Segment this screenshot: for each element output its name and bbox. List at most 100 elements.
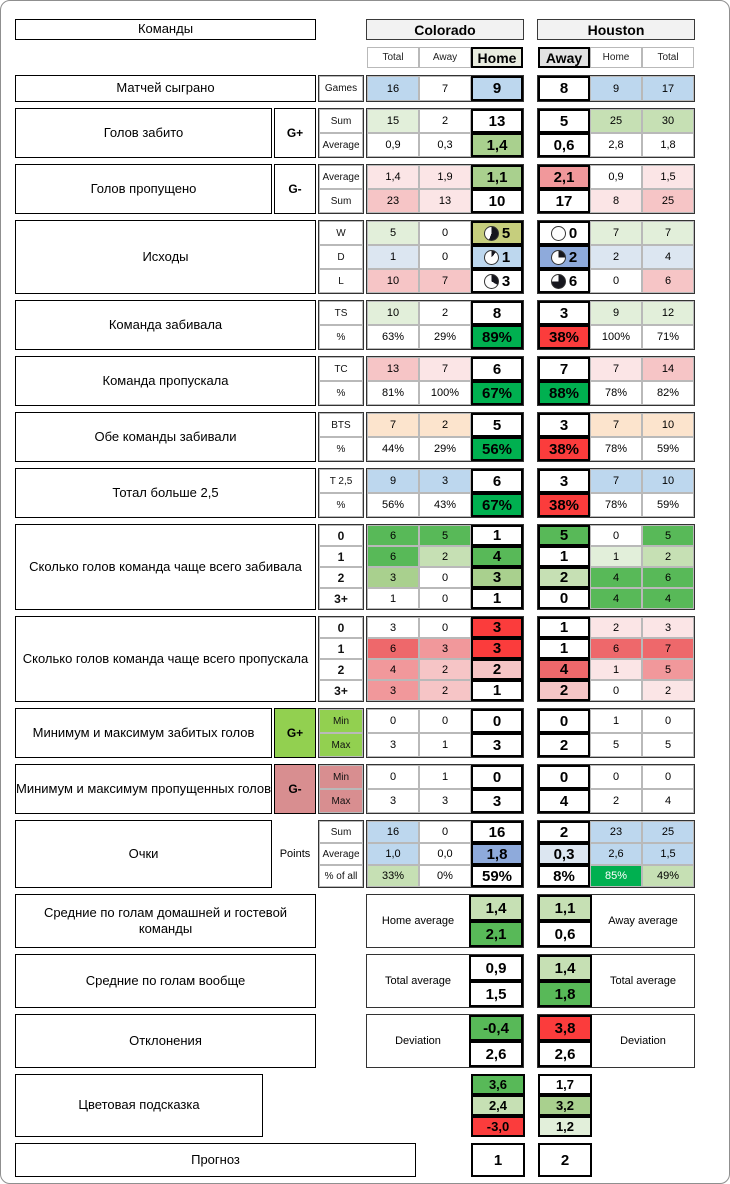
stat-cell: 3 [538, 301, 590, 325]
stat-value: 78% [604, 499, 628, 511]
stat-cell: 4 [538, 789, 590, 813]
stat-value: 7 [441, 363, 449, 375]
stat-value: 1,0 [385, 848, 401, 860]
section-label-text: Команда пропускала [102, 372, 229, 388]
row-label: % [319, 325, 363, 349]
row-label: BTS [319, 413, 363, 437]
stat-value: 2,6 [554, 1045, 576, 1063]
stat-cell: 12 [642, 301, 694, 325]
stat-value: 0 [559, 590, 569, 607]
stat-value: 15 [386, 115, 400, 127]
colorado-cells: 0 1 0 3 3 3 [366, 764, 524, 814]
stat-value: 0 [441, 571, 449, 584]
houston-cells: 5 0 5 1 1 2 2 4 6 0 4 4 [537, 524, 695, 610]
stat-cell: 59% [471, 865, 523, 887]
stat-value: 2 [612, 795, 620, 807]
section-label-text: Исходы [142, 248, 189, 264]
stat-cell: 49% [642, 865, 694, 887]
stat-cell: 3 [367, 617, 419, 638]
stat-value: 1,5 [660, 848, 676, 860]
stat-cell: 1 [590, 659, 642, 680]
row-label: Sum [319, 821, 363, 843]
stat-value: 6 [389, 550, 397, 563]
colorado-cells: 16 0 16 1,0 0,0 1,8 33% 0% 59% [366, 820, 524, 888]
stat-cell: 100% [419, 381, 471, 405]
houston-column-headers: Away Home Total [537, 46, 695, 69]
average-label: Home average [367, 895, 469, 947]
stat-cell: 7 [590, 357, 642, 381]
average-cell: 1,5 [469, 981, 523, 1007]
stat-cell: 2 [419, 301, 471, 325]
stat-cell: 3 [471, 567, 523, 588]
stat-value: 25 [609, 115, 623, 127]
stat-value: 1,2 [555, 1119, 575, 1134]
houston-cells: 2,1 0,9 1,5 17 8 25 [537, 164, 695, 214]
stat-value: 3 [441, 642, 449, 655]
stat-value: 3 [664, 621, 672, 634]
average-section: Средние по голам домашней и гостевой ком… [15, 894, 729, 948]
houston-cells: 1 2 3 1 6 7 4 1 5 2 0 2 [537, 616, 695, 702]
stat-cell: 2 [642, 680, 694, 701]
row-label: Max [319, 789, 363, 813]
stat-cell: 17 [642, 76, 694, 101]
row-label: Min [319, 765, 363, 789]
section-label: Исходы [15, 220, 316, 294]
stat-value: 43% [433, 499, 457, 511]
stat-cell: 2 [590, 617, 642, 638]
stat-value: 1 [441, 739, 449, 751]
section-label-text: Очки [128, 845, 159, 861]
row-label: T 2,5 [319, 469, 363, 493]
stat-cell: 2,8 [590, 133, 642, 157]
stat-cell: 63% [367, 325, 419, 349]
stat-cell: 33% [367, 865, 419, 887]
houston-average-box: 1,1 0,6 Away average [537, 894, 695, 948]
stat-cell: 4 [590, 567, 642, 588]
stat-cell: 0,6 [538, 133, 590, 157]
result-pie-icon [483, 249, 499, 265]
stat-value: 2,6 [608, 848, 624, 860]
tag-label: G+ [274, 108, 316, 158]
row-label: Average [319, 133, 363, 157]
stat-cell: 7 [642, 638, 694, 659]
stat-cell: 89% [471, 325, 523, 349]
stat-cell: 3 [471, 733, 523, 757]
stat-value: 1,4 [385, 171, 401, 183]
average-cell: 1,4 [469, 895, 523, 921]
stat-cell: 5 [642, 525, 694, 546]
row-labels: Min Max [318, 708, 364, 758]
stat-value: 3 [389, 795, 397, 807]
stat-cell: 38% [538, 437, 590, 461]
stat-value: 7 [389, 419, 397, 431]
row-labels: 0 1 2 3+ [318, 524, 364, 610]
column-header-total: Total [367, 47, 419, 68]
colorado-average-values: 1,4 2,1 [469, 895, 523, 947]
row-labels: Games [318, 75, 364, 102]
stat-section: Голов забито G+ Sum Average 15 2 13 0,9 0,3 1,4 5 2… [15, 108, 729, 158]
stat-value: 71% [656, 331, 680, 343]
stat-cell: 23 [367, 189, 419, 213]
stat-cell: 6 [367, 546, 419, 567]
stat-cell: 78% [590, 493, 642, 517]
stat-cell: 5 [590, 733, 642, 757]
stat-value: 4 [559, 792, 569, 810]
colorado-cells: 9 3 6 56% 43% 67% [366, 468, 524, 518]
section-label: Минимум и максимум пропущенных голов [15, 764, 272, 814]
stat-value: 25 [661, 195, 675, 207]
colorado-cells: 5 0 5 1 0 1 10 7 3 [366, 220, 524, 294]
stat-cell: 1,8 [471, 843, 523, 865]
stat-value: 0 [664, 715, 672, 727]
stat-value: 1,4 [486, 136, 508, 154]
stat-value: 2 [664, 550, 672, 563]
stat-value: 3 [559, 416, 569, 434]
stat-cell: 1 [419, 765, 471, 789]
stat-value: 1 [559, 548, 569, 565]
stat-cell: 10 [367, 269, 419, 293]
colorado-cells: 0 0 0 3 1 3 [366, 708, 524, 758]
stat-cell: 2 [538, 245, 590, 269]
stat-value: 3 [441, 795, 449, 807]
stat-cell: 5 [367, 221, 419, 245]
stat-cell: 1 [367, 245, 419, 269]
stat-section: Очки Points Sum Average% of all 16 0 16 1,0 0,0 1… [15, 820, 729, 888]
stat-value: 67% [481, 384, 513, 402]
